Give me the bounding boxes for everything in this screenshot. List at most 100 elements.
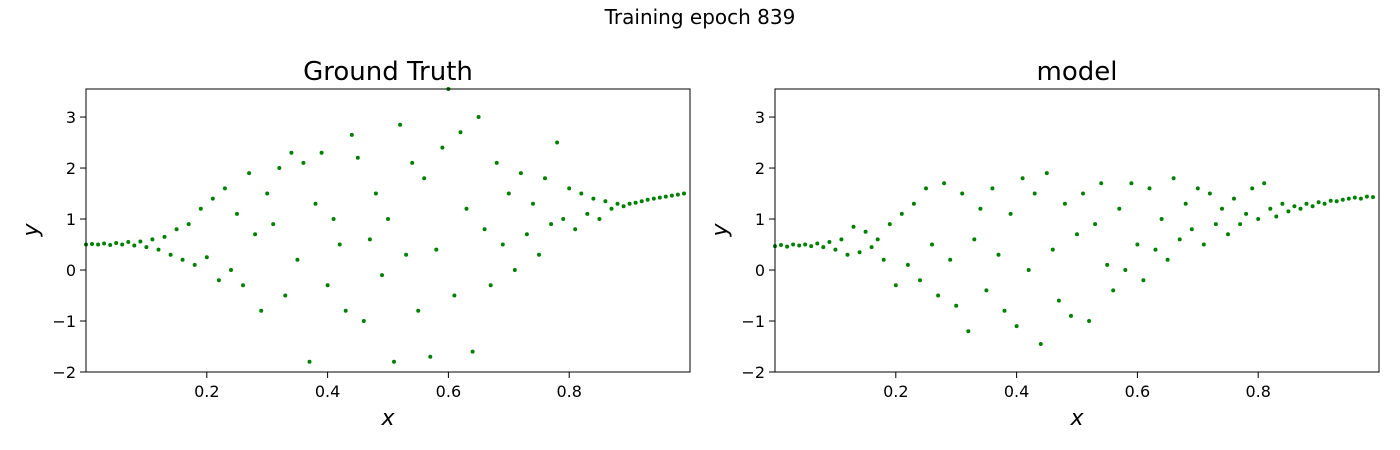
data-point-model-44 [1038, 342, 1043, 346]
data-point-ground-truth-80 [567, 186, 572, 191]
scatter-points-ground-truth [84, 87, 686, 364]
data-point-ground-truth-37 [307, 359, 312, 364]
data-point-model-9 [827, 240, 832, 244]
data-point-model-85 [1286, 209, 1291, 214]
y-axis-label-model: y [708, 223, 733, 238]
data-point-ground-truth-5 [114, 241, 119, 245]
data-point-ground-truth-66 [482, 227, 487, 232]
data-point-ground-truth-72 [518, 171, 523, 176]
data-point-model-11 [839, 237, 844, 242]
data-point-model-39 [1008, 211, 1013, 216]
data-point-model-17 [875, 237, 880, 242]
panel-model: model 0.2 0.4 0.6 0.8 −2 −1 0 1 2 3 x y [708, 57, 1380, 431]
data-point-model-45 [1044, 171, 1049, 176]
data-point-model-66 [1171, 176, 1176, 181]
data-point-ground-truth-88 [615, 201, 620, 206]
data-point-model-19 [887, 222, 892, 227]
data-point-ground-truth-99 [682, 191, 686, 196]
panel-title-model: model [1037, 57, 1118, 87]
data-point-ground-truth-69 [500, 242, 505, 247]
data-point-model-72 [1207, 191, 1212, 196]
y-tick-label-model-2: 0 [755, 261, 765, 280]
data-point-ground-truth-4 [108, 243, 113, 247]
data-point-ground-truth-10 [144, 245, 149, 250]
data-point-model-64 [1159, 217, 1164, 221]
scatter-points-model [773, 171, 1375, 346]
data-point-ground-truth-8 [132, 243, 137, 248]
data-point-ground-truth-56 [422, 176, 427, 181]
data-point-ground-truth-81 [573, 227, 578, 232]
data-point-model-36 [990, 186, 995, 191]
data-point-ground-truth-23 [222, 186, 227, 191]
data-point-model-16 [869, 245, 874, 250]
data-point-ground-truth-73 [524, 232, 529, 237]
data-point-model-56 [1111, 288, 1116, 293]
data-point-ground-truth-33 [283, 293, 288, 298]
ticks-model: 0.2 0.4 0.6 0.8 −2 −1 0 1 2 3 [741, 108, 1271, 401]
y-tick-label-ground-truth-1: −1 [52, 312, 76, 331]
data-point-model-84 [1280, 201, 1285, 206]
data-point-model-78 [1244, 211, 1249, 216]
data-point-model-92 [1328, 198, 1333, 203]
data-point-ground-truth-1 [90, 242, 94, 246]
data-point-ground-truth-52 [398, 122, 403, 127]
data-point-model-77 [1238, 222, 1243, 227]
data-point-ground-truth-67 [488, 283, 493, 288]
data-point-model-57 [1117, 206, 1122, 211]
data-point-model-12 [845, 252, 850, 257]
data-point-model-20 [893, 283, 898, 288]
data-point-model-50 [1075, 232, 1079, 237]
data-point-model-53 [1093, 222, 1098, 227]
data-point-ground-truth-96 [663, 194, 668, 199]
data-point-ground-truth-79 [561, 217, 566, 221]
axes-frame-model [774, 88, 1380, 373]
data-point-model-51 [1081, 191, 1085, 196]
data-point-model-30 [954, 303, 959, 308]
data-point-ground-truth-95 [657, 195, 662, 200]
data-point-ground-truth-35 [295, 257, 300, 262]
data-point-model-65 [1165, 257, 1170, 262]
data-point-ground-truth-90 [627, 201, 632, 206]
data-point-model-90 [1316, 200, 1321, 205]
data-point-model-48 [1062, 201, 1067, 206]
data-point-model-35 [984, 288, 989, 293]
x-tick-label-model-1: 0.4 [1004, 382, 1029, 401]
data-point-ground-truth-62 [458, 130, 463, 135]
data-point-ground-truth-98 [675, 192, 680, 197]
data-point-ground-truth-45 [355, 155, 360, 160]
data-point-ground-truth-78 [555, 140, 560, 145]
data-point-ground-truth-7 [126, 240, 131, 244]
data-point-ground-truth-11 [150, 237, 155, 242]
data-point-ground-truth-38 [313, 201, 318, 206]
data-point-ground-truth-43 [343, 308, 348, 313]
data-point-ground-truth-26 [241, 283, 245, 288]
data-point-ground-truth-44 [349, 132, 354, 137]
data-point-model-31 [960, 191, 965, 196]
data-point-model-49 [1069, 313, 1073, 318]
data-point-model-91 [1322, 201, 1327, 206]
data-point-ground-truth-70 [506, 191, 511, 196]
data-point-ground-truth-15 [174, 227, 179, 232]
data-point-model-3 [791, 242, 796, 247]
data-point-model-21 [899, 211, 904, 216]
data-point-model-81 [1262, 181, 1267, 186]
data-point-model-43 [1032, 191, 1037, 196]
data-point-model-55 [1105, 262, 1110, 267]
data-point-ground-truth-39 [319, 150, 324, 155]
data-point-model-98 [1364, 194, 1369, 199]
data-point-ground-truth-50 [386, 217, 390, 221]
data-point-ground-truth-64 [470, 349, 475, 354]
data-point-ground-truth-14 [168, 252, 173, 257]
data-point-model-29 [948, 257, 953, 262]
data-point-model-41 [1020, 176, 1025, 181]
data-point-model-33 [972, 237, 977, 242]
data-point-model-86 [1292, 204, 1297, 209]
x-tick-label-ground-truth-3: 0.8 [556, 382, 581, 401]
data-point-ground-truth-57 [428, 354, 433, 359]
data-point-ground-truth-65 [476, 115, 481, 119]
data-point-ground-truth-3 [102, 241, 107, 246]
data-point-ground-truth-76 [543, 176, 547, 181]
data-point-ground-truth-97 [669, 193, 674, 198]
data-point-model-26 [930, 242, 934, 247]
